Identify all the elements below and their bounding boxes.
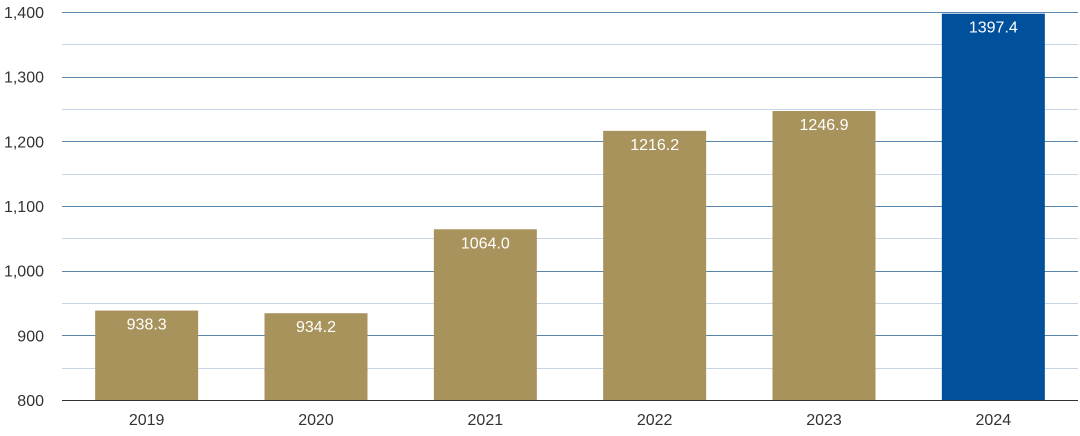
x-tick-label-2023: 2023 bbox=[806, 412, 842, 429]
data-label-2022: 1216.2 bbox=[630, 137, 679, 154]
y-axis-tick-labels: 800 900 1,000 1,100 1,200 1,300 1,400 bbox=[4, 5, 44, 410]
data-label-2021: 1064.0 bbox=[461, 235, 510, 252]
bars bbox=[95, 13, 1045, 400]
x-tick-label-2019: 2019 bbox=[129, 412, 165, 429]
x-axis-tick-labels: 2019 2020 2021 2022 2023 2024 bbox=[129, 412, 1011, 429]
data-label-2023: 1246.9 bbox=[800, 117, 849, 134]
y-tick-label: 1,200 bbox=[4, 134, 44, 151]
bar-2019 bbox=[95, 310, 199, 400]
data-label-2024: 1397.4 bbox=[969, 20, 1018, 37]
y-tick-label: 1,000 bbox=[4, 264, 44, 281]
bar-2020 bbox=[264, 313, 368, 400]
y-tick-label: 1,100 bbox=[4, 199, 44, 216]
data-label-2020: 934.2 bbox=[296, 319, 336, 336]
bar-2024 bbox=[941, 13, 1045, 400]
y-tick-label: 1,400 bbox=[4, 5, 44, 22]
y-tick-label: 800 bbox=[17, 393, 44, 410]
x-tick-label-2022: 2022 bbox=[637, 412, 673, 429]
gridlines bbox=[62, 12, 1078, 401]
x-tick-label-2021: 2021 bbox=[468, 412, 504, 429]
bar-2023 bbox=[772, 111, 876, 400]
x-tick-label-2024: 2024 bbox=[976, 412, 1012, 429]
y-tick-label: 900 bbox=[17, 328, 44, 345]
x-tick-label-2020: 2020 bbox=[298, 412, 334, 429]
y-tick-label: 1,300 bbox=[4, 70, 44, 87]
bar-2021 bbox=[433, 229, 537, 400]
value-labels: 938.3 934.2 1064.0 1216.2 1246.9 1397.4 bbox=[127, 20, 1018, 337]
bar-2022 bbox=[603, 130, 707, 400]
data-label-2019: 938.3 bbox=[127, 317, 167, 334]
